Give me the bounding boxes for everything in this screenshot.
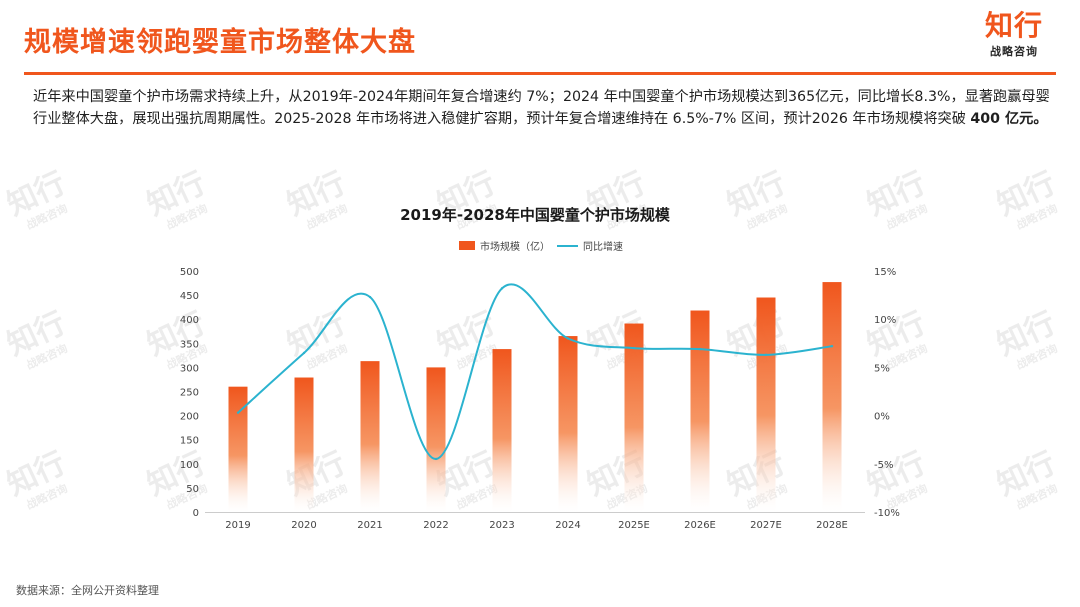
summary-paragraph: 近年来中国婴童个护市场需求持续上升，从2019年-2024年期间年复合增速约 7… bbox=[33, 86, 1058, 130]
growth-point-2027E bbox=[764, 353, 768, 357]
bar-2022 bbox=[426, 367, 446, 512]
legend-line-label: 同比增速 bbox=[583, 240, 623, 253]
bar-2024 bbox=[558, 336, 578, 512]
bar-2027E bbox=[756, 297, 776, 512]
brand-logo: 知行 战略咨询 bbox=[974, 10, 1054, 59]
growth-rate-line bbox=[237, 283, 833, 460]
growth-point-2021 bbox=[368, 295, 372, 299]
y-left-tick-label: 200 bbox=[180, 412, 199, 423]
x-tick-label: 2021 bbox=[357, 520, 382, 531]
y-left-tick-label: 150 bbox=[180, 436, 199, 447]
chart-title: 2019年-2028年中国婴童个护市场规模 bbox=[400, 206, 671, 224]
bar-2023 bbox=[492, 349, 512, 512]
x-tick-label: 2024 bbox=[555, 520, 580, 531]
x-tick-label: 2026E bbox=[684, 520, 716, 531]
y-right-tick-label: 10% bbox=[874, 315, 896, 326]
bar-2025E bbox=[624, 323, 644, 512]
x-tick-label: 2028E bbox=[816, 520, 848, 531]
growth-point-2022 bbox=[434, 457, 438, 461]
title-divider bbox=[24, 72, 1056, 75]
x-tick-label: 2022 bbox=[423, 520, 448, 531]
growth-point-2019 bbox=[236, 411, 240, 414]
y-left-tick-label: 300 bbox=[180, 363, 199, 374]
bar-2028E bbox=[822, 282, 842, 512]
x-tick-label: 2025E bbox=[618, 520, 650, 531]
summary-text: 近年来中国婴童个护市场需求持续上升，从2019年-2024年期间年复合增速约 7… bbox=[33, 89, 1050, 127]
x-tick-label: 2020 bbox=[291, 520, 316, 531]
bar-2021 bbox=[360, 361, 380, 512]
bar-2019 bbox=[228, 386, 248, 512]
logo-sub-text: 战略咨询 bbox=[990, 45, 1038, 58]
legend-bar-swatch bbox=[459, 241, 475, 250]
growth-point-2020 bbox=[302, 351, 306, 355]
data-source-note: 数据来源：全网公开资料整理 bbox=[16, 584, 159, 597]
page-title: 规模增速领跑婴童市场整体大盘 bbox=[24, 27, 416, 58]
x-tick-label: 2027E bbox=[750, 520, 782, 531]
y-right-tick-label: -5% bbox=[874, 460, 893, 471]
y-left-tick-label: 500 bbox=[180, 267, 199, 278]
growth-point-2023 bbox=[500, 287, 504, 290]
y-left-tick-label: 50 bbox=[186, 484, 199, 495]
y-left-tick-label: 250 bbox=[180, 388, 199, 399]
y-right-tick-label: 5% bbox=[874, 363, 890, 374]
legend-bar-label: 市场规模（亿） bbox=[480, 240, 550, 253]
y-left-tick-label: 350 bbox=[180, 339, 199, 350]
y-left-tick-label: 100 bbox=[180, 460, 199, 471]
bar-2026E bbox=[690, 310, 710, 512]
growth-point-2025E bbox=[632, 346, 636, 350]
growth-point-2026E bbox=[698, 347, 702, 351]
x-tick-label: 2023 bbox=[489, 520, 514, 531]
growth-point-2024 bbox=[566, 337, 570, 340]
y-right-tick-label: 0% bbox=[874, 412, 890, 423]
bar-2020 bbox=[294, 377, 314, 512]
y-left-tick-label: 450 bbox=[180, 291, 199, 302]
x-tick-label: 2019 bbox=[225, 520, 250, 531]
growth-point-2028E bbox=[830, 344, 834, 348]
y-left-tick-label: 0 bbox=[193, 508, 199, 519]
y-right-tick-label: -10% bbox=[874, 508, 900, 519]
y-right-tick-label: 15% bbox=[874, 267, 896, 278]
logo-main-text: 知行 bbox=[984, 9, 1043, 42]
summary-highlight: 400 亿元。 bbox=[970, 111, 1048, 127]
y-left-tick-label: 400 bbox=[180, 315, 199, 326]
